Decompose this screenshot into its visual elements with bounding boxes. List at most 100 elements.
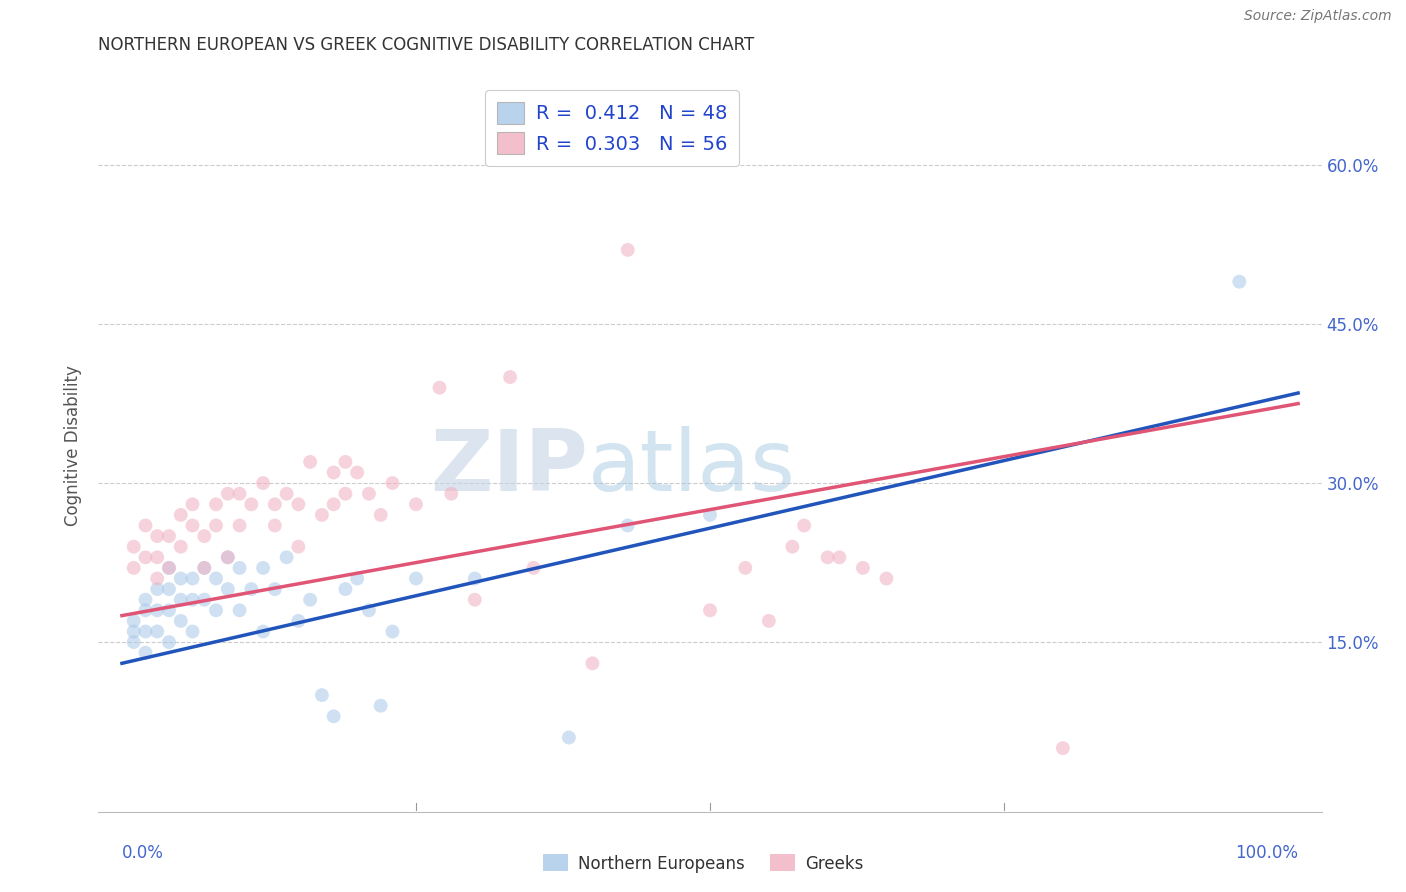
Point — [370, 698, 392, 713]
Legend: Northern Europeans, Greeks: Northern Europeans, Greeks — [536, 847, 870, 880]
Point — [193, 592, 215, 607]
Point — [170, 572, 193, 586]
Point — [205, 518, 228, 533]
Point — [205, 497, 228, 511]
Point — [157, 582, 180, 596]
Point — [499, 370, 522, 384]
Point — [193, 561, 215, 575]
Point — [335, 455, 357, 469]
Point — [217, 550, 239, 565]
Point — [252, 624, 274, 639]
Point — [228, 486, 250, 500]
Point — [346, 466, 368, 480]
Point — [852, 561, 875, 575]
Point — [405, 572, 427, 586]
Point — [170, 592, 193, 607]
Point — [193, 529, 215, 543]
Point — [134, 592, 156, 607]
Point — [793, 518, 815, 533]
Point — [134, 550, 156, 565]
Text: NORTHERN EUROPEAN VS GREEK COGNITIVE DISABILITY CORRELATION CHART: NORTHERN EUROPEAN VS GREEK COGNITIVE DIS… — [98, 36, 755, 54]
Point — [287, 497, 309, 511]
Point — [616, 243, 638, 257]
Point — [217, 550, 239, 565]
Point — [370, 508, 392, 522]
Point — [287, 540, 309, 554]
Point — [381, 476, 404, 491]
Point — [170, 540, 193, 554]
Point — [157, 603, 180, 617]
Point — [287, 614, 309, 628]
Point — [181, 518, 204, 533]
Point — [699, 508, 721, 522]
Point — [157, 635, 180, 649]
Point — [193, 561, 215, 575]
Point — [122, 561, 145, 575]
Point — [357, 603, 380, 617]
Point — [146, 582, 169, 596]
Point — [181, 497, 204, 511]
Text: Source: ZipAtlas.com: Source: ZipAtlas.com — [1244, 9, 1392, 23]
Point — [217, 486, 239, 500]
Point — [299, 592, 322, 607]
Point — [181, 592, 204, 607]
Point — [228, 561, 250, 575]
Point — [157, 529, 180, 543]
Point — [205, 603, 228, 617]
Legend: R =  0.412   N = 48, R =  0.303   N = 56: R = 0.412 N = 48, R = 0.303 N = 56 — [485, 90, 740, 166]
Point — [828, 550, 851, 565]
Text: ZIP: ZIP — [430, 426, 588, 509]
Point — [276, 486, 298, 500]
Point — [146, 550, 169, 565]
Point — [205, 572, 228, 586]
Point — [122, 624, 145, 639]
Point — [299, 455, 322, 469]
Point — [734, 561, 756, 575]
Point — [523, 561, 546, 575]
Point — [440, 486, 463, 500]
Point — [1227, 275, 1250, 289]
Point — [252, 561, 274, 575]
Point — [263, 497, 285, 511]
Point — [322, 466, 344, 480]
Point — [311, 508, 333, 522]
Point — [134, 603, 156, 617]
Point — [134, 624, 156, 639]
Point — [1052, 741, 1074, 756]
Point — [581, 657, 603, 671]
Point — [875, 572, 897, 586]
Point — [157, 561, 180, 575]
Point — [228, 518, 250, 533]
Point — [381, 624, 404, 639]
Point — [357, 486, 380, 500]
Point — [240, 582, 263, 596]
Point — [616, 518, 638, 533]
Point — [817, 550, 839, 565]
Point — [464, 572, 486, 586]
Point — [758, 614, 780, 628]
Point — [699, 603, 721, 617]
Point — [263, 582, 285, 596]
Text: 0.0%: 0.0% — [122, 844, 165, 862]
Point — [122, 540, 145, 554]
Point — [335, 486, 357, 500]
Point — [134, 646, 156, 660]
Point — [122, 614, 145, 628]
Point — [346, 572, 368, 586]
Point — [405, 497, 427, 511]
Text: atlas: atlas — [588, 426, 796, 509]
Point — [558, 731, 581, 745]
Point — [322, 497, 344, 511]
Point — [240, 497, 263, 511]
Point — [170, 614, 193, 628]
Point — [429, 381, 451, 395]
Point — [335, 582, 357, 596]
Point — [782, 540, 804, 554]
Point — [122, 635, 145, 649]
Point — [146, 572, 169, 586]
Point — [181, 624, 204, 639]
Point — [217, 582, 239, 596]
Y-axis label: Cognitive Disability: Cognitive Disability — [65, 366, 83, 526]
Point — [228, 603, 250, 617]
Point — [157, 561, 180, 575]
